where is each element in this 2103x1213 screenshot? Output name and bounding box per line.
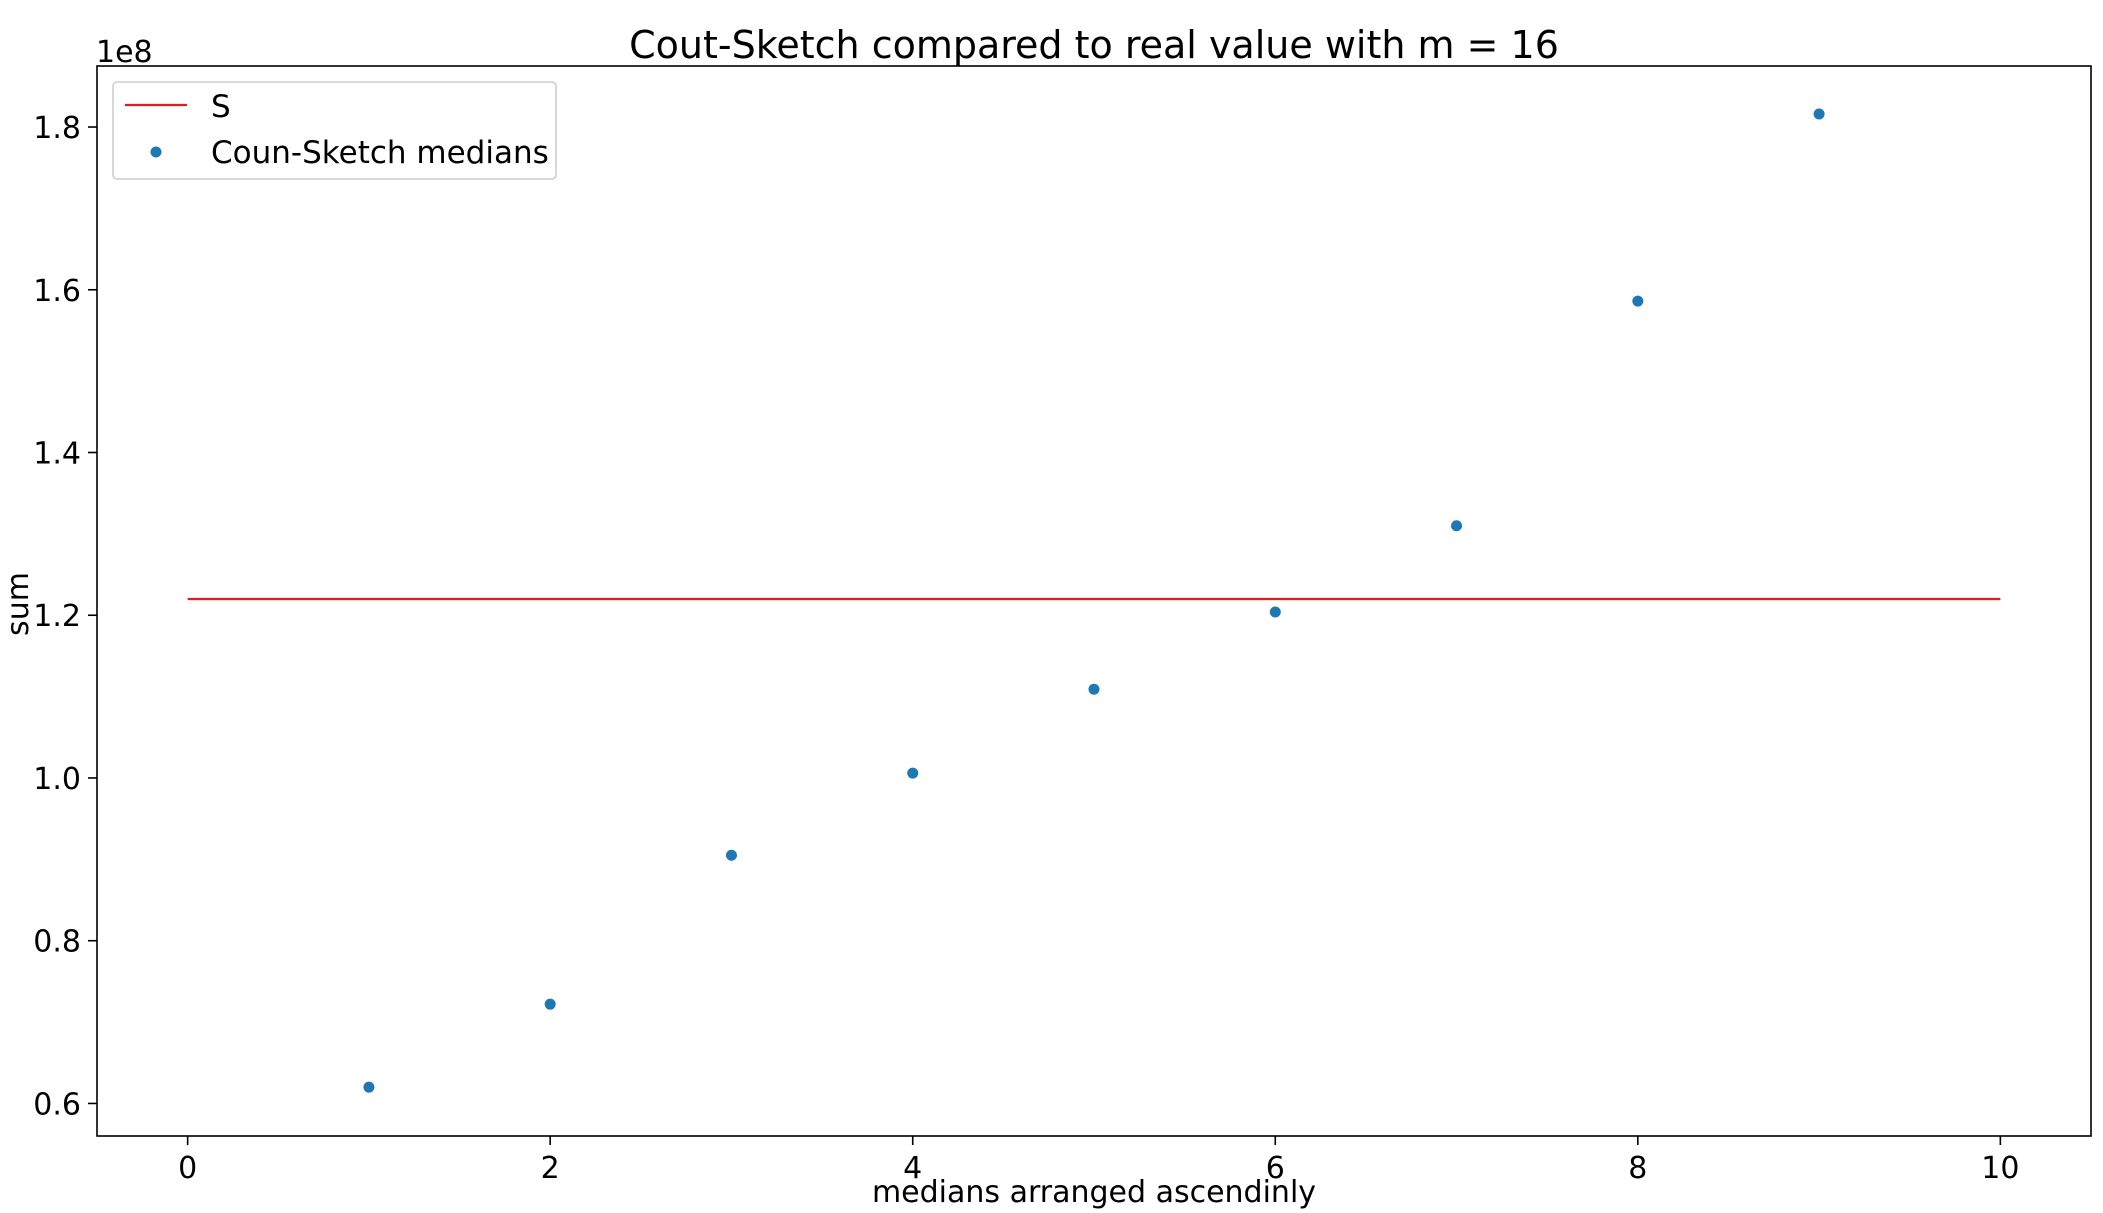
y-tick-label: 1.4 [33, 437, 81, 472]
legend-label-s: S [211, 89, 231, 125]
x-tick-label: 0 [178, 1151, 197, 1186]
y-tick-label: 1.2 [33, 599, 81, 634]
scatter-point [363, 1081, 375, 1093]
scatter-point [544, 998, 556, 1010]
legend-swatch-point [150, 146, 162, 158]
scatter-point [1088, 683, 1100, 695]
y-axis-label: sum [1, 572, 36, 636]
y-tick-label: 1.8 [33, 111, 81, 146]
scatter-point [1451, 520, 1463, 532]
scatter-point [725, 849, 737, 861]
x-tick-label: 10 [1981, 1151, 2019, 1186]
plot-frame [96, 65, 2092, 1137]
y-tick-label: 1.6 [33, 274, 81, 309]
y-tick-label: 0.6 [33, 1087, 81, 1122]
scatter-point [1813, 108, 1825, 120]
scatter-point [907, 767, 919, 779]
x-tick-label: 6 [1266, 1151, 1285, 1186]
y-axis-offset-label: 1e8 [96, 35, 153, 70]
x-tick-label: 4 [903, 1151, 922, 1186]
legend-label-medians: Coun-Sketch medians [211, 135, 549, 171]
plot-area: 0 2 4 6 8 10 0.6 0.8 1.0 1.2 1.4 1.6 1.8 S Coun-Sketch… [33, 65, 2092, 1186]
chart-title: Cout-Sketch compared to real value with … [629, 23, 1559, 67]
x-axis-label: medians arranged ascendinly [872, 1175, 1316, 1210]
scatter-point [1632, 295, 1644, 307]
scatter-point [1269, 606, 1281, 618]
x-tick-label: 8 [1628, 1151, 1647, 1186]
y-tick-label: 1.0 [33, 762, 81, 797]
x-tick-label: 2 [541, 1151, 560, 1186]
y-tick-label: 0.8 [33, 925, 81, 960]
legend-box [112, 81, 557, 180]
